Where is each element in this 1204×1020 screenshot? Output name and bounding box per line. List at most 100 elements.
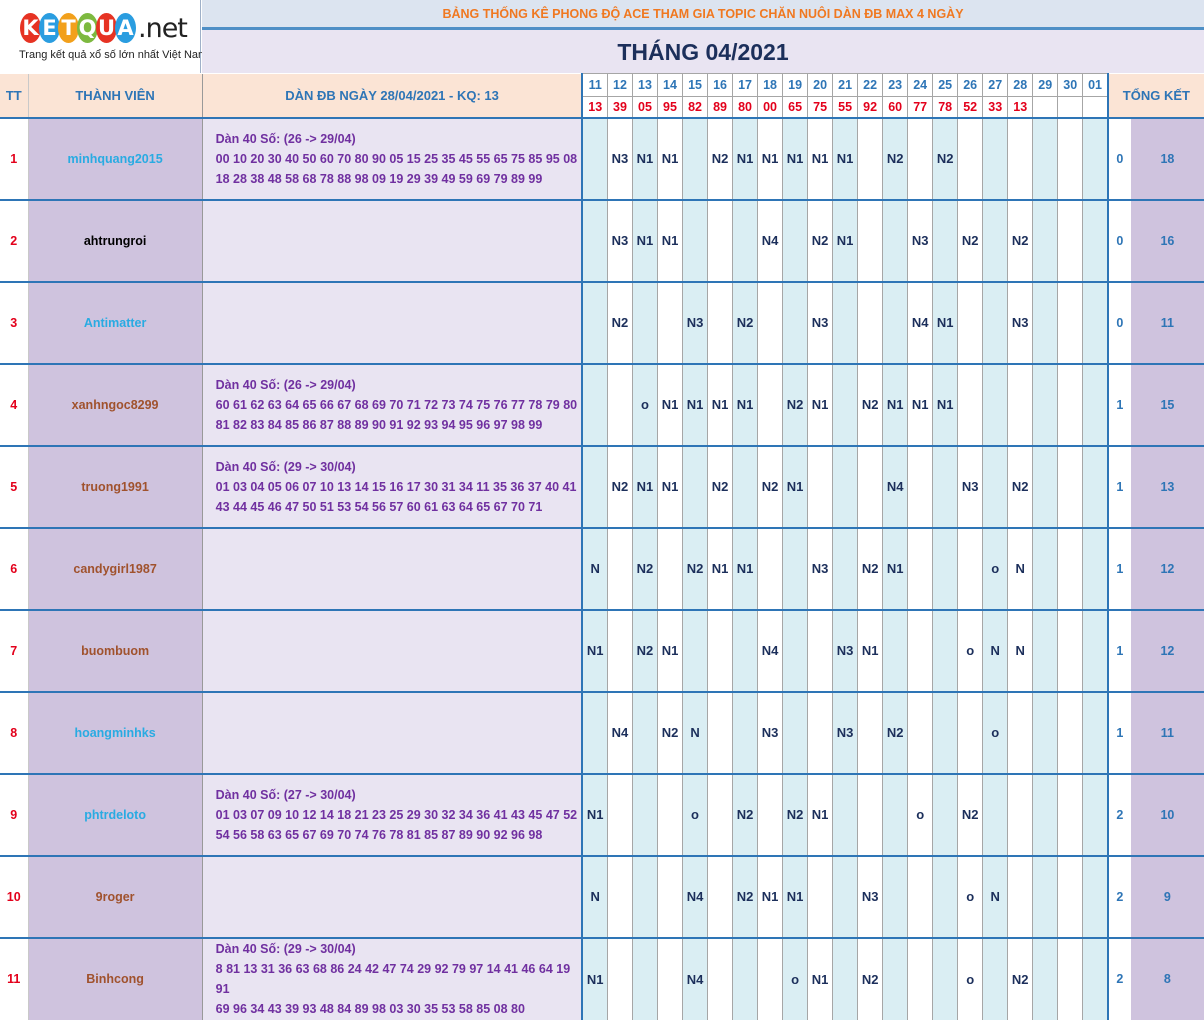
result-cell: N1	[707, 362, 734, 446]
dan-line: Dàn 40 Số: (27 -> 30/04)	[215, 787, 356, 802]
logo-letter: Q	[77, 13, 98, 43]
member-row: 3 Antimatter N2 N3 N2 N3 N4 N1 N3 0 11	[0, 280, 1204, 364]
dan-numbers	[202, 608, 583, 692]
summary-count: 1	[1106, 608, 1131, 692]
day-result: 78	[932, 96, 959, 119]
result-cell: N2	[957, 772, 984, 856]
day-result: 82	[682, 96, 709, 119]
result-cell	[882, 772, 909, 856]
result-cell	[581, 198, 608, 282]
result-cell: N2	[807, 198, 834, 282]
result-cell	[932, 854, 959, 938]
summary-score: 11	[1130, 280, 1204, 364]
result-cell: N1	[832, 116, 859, 200]
result-cell: N3	[832, 608, 859, 692]
result-cell	[1032, 198, 1059, 282]
result-cell	[857, 690, 884, 774]
result-cell	[606, 854, 633, 938]
day-header: 25	[932, 73, 959, 97]
result-cell	[656, 854, 684, 938]
summary-count: 2	[1106, 854, 1131, 938]
logo-area: K E T Q U A .net Trang kết quả xổ số lớn nhất …	[0, 0, 207, 73]
result-cell	[832, 936, 859, 1020]
result-cell	[1057, 526, 1084, 610]
result-cell	[982, 772, 1009, 856]
result-cell	[932, 690, 959, 774]
result-cell	[1082, 772, 1109, 856]
result-cell: N2	[882, 690, 909, 774]
result-cell	[1082, 690, 1109, 774]
day-result: 75	[807, 96, 834, 119]
result-cell	[832, 280, 859, 364]
result-cell	[631, 772, 659, 856]
result-cell	[807, 444, 834, 528]
day-header: 26	[957, 73, 984, 97]
day-result: 33	[982, 96, 1009, 119]
summary-score: 18	[1130, 116, 1204, 200]
month-title: THÁNG 04/2021	[202, 30, 1204, 73]
day-header: 22	[857, 73, 884, 97]
result-cell	[957, 362, 984, 446]
result-cell	[907, 526, 934, 610]
summary-score: 12	[1130, 608, 1204, 692]
result-cell	[1007, 854, 1034, 938]
result-cell: N1	[656, 362, 684, 446]
result-cell	[957, 526, 984, 610]
day-header: 27	[982, 73, 1009, 97]
result-cell: N	[1007, 526, 1034, 610]
result-cell: N3	[606, 198, 633, 282]
result-cell	[1032, 526, 1059, 610]
result-cell: N3	[832, 690, 859, 774]
result-cell: N1	[932, 362, 959, 446]
day-result: 55	[832, 96, 859, 119]
ketqua-logo[interactable]: K E T Q U A .net	[20, 8, 188, 48]
day-header: 21	[832, 73, 859, 97]
logo-letter: K	[20, 13, 41, 43]
member-name: Binhcong	[28, 936, 203, 1020]
summary-count: 2	[1106, 936, 1131, 1020]
banner-title: BẢNG THỐNG KÊ PHONG ĐỘ ACE THAM GIA TOPI…	[202, 0, 1204, 30]
result-cell	[957, 280, 984, 364]
result-cell: N3	[807, 280, 834, 364]
result-cell: N1	[732, 362, 759, 446]
result-cell: o	[957, 854, 984, 938]
result-cell: N1	[656, 116, 684, 200]
day-result: 52	[957, 96, 984, 119]
result-cell	[907, 444, 934, 528]
day-header: 15	[682, 73, 709, 97]
row-number: 2	[0, 198, 29, 282]
result-cell	[1057, 444, 1084, 528]
result-cell	[1082, 936, 1109, 1020]
result-cell: N2	[932, 116, 959, 200]
row-number: 6	[0, 526, 29, 610]
member-name: 9roger	[28, 854, 203, 938]
result-cell: N4	[757, 198, 784, 282]
result-cell	[1032, 116, 1059, 200]
result-cell: N3	[807, 526, 834, 610]
result-cell	[982, 936, 1009, 1020]
result-cell	[857, 198, 884, 282]
member-row: 10 9roger N N4 N2 N1 N1 N3 o N 2 9	[0, 854, 1204, 938]
result-cell: N1	[832, 198, 859, 282]
member-name: minhquang2015	[28, 116, 203, 200]
result-cell	[1032, 936, 1059, 1020]
result-cell: N1	[782, 116, 809, 200]
result-cell	[631, 280, 659, 364]
day-header: 24	[907, 73, 934, 97]
result-cell	[857, 116, 884, 200]
summary-count: 0	[1106, 280, 1131, 364]
result-cell	[907, 116, 934, 200]
result-cell: N	[581, 526, 608, 610]
dan-line: 8 81 13 31 36 63 68 86 24 42 47 74 29 92…	[215, 962, 571, 996]
result-cell	[707, 280, 734, 364]
result-cell	[757, 280, 784, 364]
member-row: 7 buombuom N1 N2 N1 N4 N3 N1 o N N 1 12	[0, 608, 1204, 692]
result-cell: N2	[882, 116, 909, 200]
result-cell	[1032, 280, 1059, 364]
result-cell: N1	[631, 444, 659, 528]
result-cell: N2	[757, 444, 784, 528]
result-cell	[982, 362, 1009, 446]
result-cell	[757, 362, 784, 446]
logo-letter: A	[115, 13, 136, 43]
summary-count: 0	[1106, 116, 1131, 200]
